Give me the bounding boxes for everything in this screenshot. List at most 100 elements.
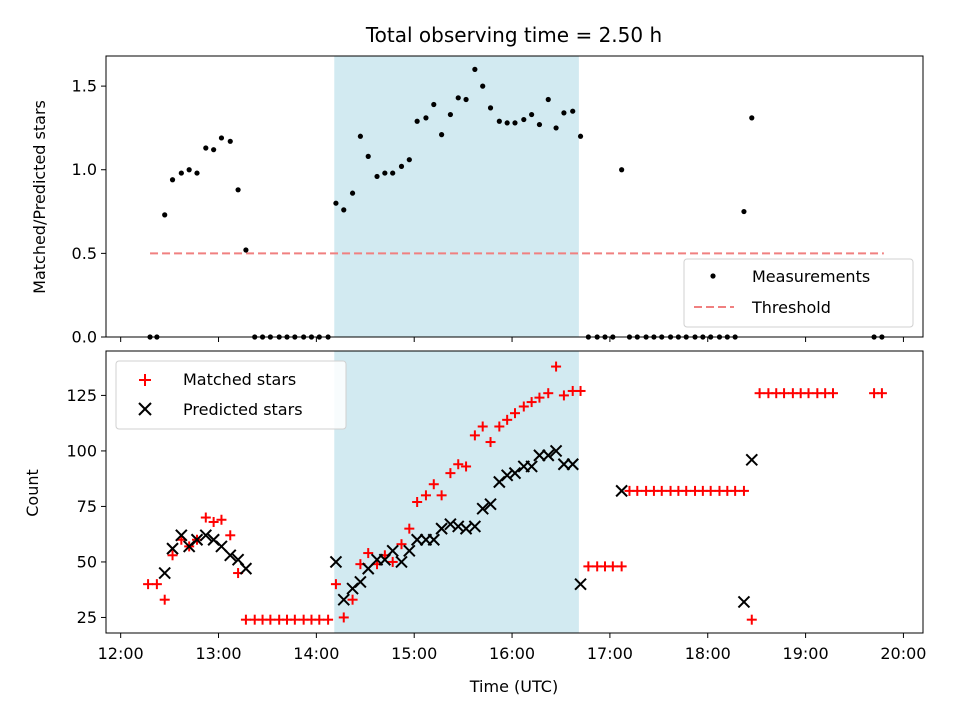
measurement-point [169, 177, 176, 183]
matched-star-point [632, 485, 643, 496]
matched-star-point [436, 490, 447, 501]
measurement-point [227, 138, 233, 144]
measurement-point [447, 111, 454, 118]
matched-star-point [420, 490, 431, 501]
measurement-point [423, 115, 429, 121]
bottom-y-tick-label: 125 [66, 386, 97, 405]
matched-star-point [681, 485, 692, 496]
measurement-point [496, 118, 502, 124]
legend-matched-marker [139, 374, 151, 386]
predicted-star-point [444, 517, 457, 531]
bottom-y-tick-label: 75 [77, 497, 97, 516]
matched-star-point [330, 579, 341, 590]
measurement-point [536, 121, 543, 128]
measurement-point [211, 147, 217, 153]
predicted-star-point [435, 522, 448, 535]
measurement-point [487, 105, 494, 111]
matched-star-point [396, 539, 407, 550]
measurement-point [741, 208, 747, 215]
bottom-y-axis-label: Count [23, 469, 42, 517]
matched-star-point [494, 421, 505, 432]
predicted-star-point [484, 498, 497, 511]
measurement-point [545, 96, 551, 103]
matched-star-point [461, 461, 472, 472]
matched-star-point [445, 468, 456, 479]
predicted-star-point [158, 566, 171, 580]
measurement-point [194, 170, 200, 176]
legend-predicted-label: Predicted stars [183, 400, 303, 419]
measurements-panel: 0.0 0.5 1.0 1.5 Total observing time = 2.50… [30, 23, 924, 347]
predicted-star-point [533, 449, 546, 462]
legend-matched-label: Matched stars [183, 370, 296, 389]
x-tick-label: 12:00 [98, 644, 144, 663]
matched-star-point [143, 579, 154, 590]
predicted-star-point [175, 529, 188, 542]
x-tick-label: 18:00 [685, 644, 731, 663]
measurement-point [570, 108, 576, 114]
matched-star-point [387, 556, 398, 567]
matched-star-point [412, 496, 423, 507]
measurement-point [382, 170, 388, 176]
matched-star-point [526, 397, 537, 408]
measurement-point [186, 167, 192, 173]
measurement-point [455, 95, 461, 101]
measurement-point [333, 200, 339, 206]
top-legend-box [683, 258, 914, 328]
x-tick-label: 16:00 [489, 644, 535, 663]
matched-star-point [428, 479, 439, 490]
matched-star-point [469, 430, 480, 441]
matched-star-point [803, 388, 814, 399]
legend-measurements-label: Measurements [752, 267, 870, 286]
x-tick-label: 20:00 [880, 644, 926, 663]
matched-star-point [876, 388, 887, 399]
measurement-point [553, 125, 559, 131]
measurement-point [512, 120, 518, 126]
observing-window-span [334, 351, 579, 633]
x-tick-label: 19:00 [783, 644, 829, 663]
predicted-star-point [410, 533, 424, 546]
matched-star-point [363, 548, 374, 559]
matched-star-point [779, 388, 790, 399]
measurement-point [218, 135, 225, 141]
predicted-star-point [166, 542, 179, 555]
predicted-star-point [615, 484, 628, 498]
predicted-star-point [468, 520, 482, 533]
matched-star-point [738, 485, 749, 496]
matched-star-point [558, 390, 569, 401]
predicted-star-point [500, 469, 514, 482]
predicted-star-point [525, 460, 538, 473]
measurement-point [341, 207, 347, 213]
predicted-star-point [476, 502, 489, 515]
measurement-point [521, 116, 527, 123]
predicted-star-point [224, 549, 237, 562]
legend-predicted-marker [138, 402, 152, 416]
legend-measurements-marker [710, 273, 716, 279]
predicted-star-point [508, 466, 522, 480]
measurement-point [243, 247, 249, 253]
top-y-tick-label: 0.0 [72, 328, 97, 347]
predicted-star-point [566, 458, 579, 471]
matched-star-point [200, 512, 211, 523]
matched-star-point [616, 561, 627, 572]
matched-star-point [159, 594, 170, 605]
measurement-point [374, 173, 380, 180]
matched-star-point [730, 485, 741, 496]
top-y-tick-label: 1.5 [72, 77, 97, 96]
measurement-point [619, 167, 625, 173]
matched-star-point [314, 614, 325, 625]
measurement-point [365, 153, 371, 159]
measurement-point [529, 111, 535, 118]
top-axes-frame [105, 55, 924, 338]
matched-star-point [453, 459, 464, 470]
bottom-legend: Matched stars Predicted stars [115, 360, 347, 430]
matched-star-point [502, 414, 513, 425]
measurement-point [357, 133, 363, 139]
counts-panel: 25 50 75 100 125 12:00 13:00 14:00 15:00 16:00 17… [23, 350, 926, 696]
chart-title: Total observing time = 2.50 h [365, 23, 662, 47]
matched-star-point [575, 385, 586, 396]
measurement-point [463, 96, 469, 103]
measurement-point [235, 187, 241, 193]
predicted-star-point [354, 575, 367, 589]
matched-star-point [543, 388, 554, 399]
predicted-star-point [574, 577, 587, 591]
